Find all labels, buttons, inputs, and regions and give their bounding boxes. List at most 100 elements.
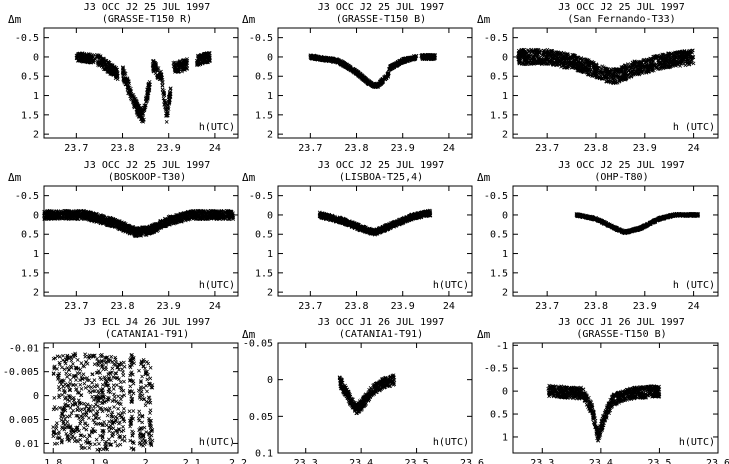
- x-axis-label: h (UTC): [673, 122, 715, 133]
- data-point-marker: [168, 91, 173, 96]
- x-tick-label: 23.7: [535, 143, 559, 154]
- chart-subtitle: (GRASSE-T150 R): [102, 14, 192, 25]
- x-axis-label: h(UTC): [199, 280, 235, 291]
- data-point-marker: [113, 72, 118, 77]
- y-tick-label: 0.5: [490, 72, 508, 83]
- chart-title: J3 OCC J2 25 JUL 1997: [84, 2, 210, 13]
- chart-title: J3 OCC J2 25 JUL 1997: [318, 2, 444, 13]
- data-point-marker: [89, 59, 94, 64]
- data-points: [42, 208, 236, 239]
- y-axis-label: Δm: [477, 13, 491, 26]
- x-tick-label: 23.9: [157, 143, 181, 154]
- x-tick-label: 23.7: [64, 301, 88, 312]
- data-point-marker: [145, 93, 150, 98]
- data-point-marker: [167, 98, 172, 102]
- data-point-marker: [105, 67, 110, 71]
- data-points: [516, 47, 696, 86]
- data-point-marker: [126, 79, 131, 84]
- y-axis-label: Δm: [242, 13, 256, 26]
- data-point-marker: [161, 96, 166, 101]
- data-point-marker: [162, 93, 167, 98]
- data-point-marker: [123, 79, 128, 83]
- data-point-marker: [79, 57, 83, 62]
- data-point-marker: [158, 72, 163, 77]
- data-point-marker: [115, 67, 119, 72]
- y-tick-label: 2: [502, 130, 508, 141]
- data-point-marker: [115, 77, 120, 82]
- data-point-marker: [168, 86, 173, 91]
- x-tick-label: 24: [209, 301, 221, 312]
- data-point-marker: [132, 104, 136, 109]
- chart-subtitle: (San Fernando-T33): [567, 14, 675, 25]
- data-point-marker: [152, 66, 157, 71]
- data-point-marker: [153, 61, 157, 65]
- data-point-marker: [154, 64, 158, 68]
- x-tick-label: 23.8: [110, 301, 134, 312]
- data-point-marker: [139, 105, 143, 110]
- chart-subtitle: (BOSKOOP-T30): [108, 172, 186, 183]
- x-tick-label: 24: [209, 143, 221, 154]
- data-point-marker: [120, 71, 125, 76]
- y-tick-label: 1.5: [255, 110, 273, 121]
- y-tick-label: 1: [33, 249, 39, 260]
- y-tick-label: 0.5: [255, 72, 273, 83]
- data-point-marker: [105, 70, 110, 74]
- x-tick-label: 24: [688, 143, 700, 154]
- data-point-marker: [101, 65, 105, 70]
- data-point-marker: [162, 98, 167, 103]
- data-point-marker: [134, 100, 138, 105]
- data-point-marker: [179, 66, 183, 71]
- data-point-marker: [164, 120, 169, 124]
- x-axis-label: h(UTC): [199, 122, 235, 133]
- y-tick-label: 0: [267, 52, 273, 63]
- data-point-marker: [102, 60, 107, 64]
- x-tick-label: 23.8: [584, 143, 608, 154]
- data-point-marker: [185, 57, 189, 61]
- data-point-marker: [125, 87, 130, 92]
- data-point-marker: [142, 103, 147, 108]
- data-point-marker: [101, 62, 105, 67]
- data-point-marker: [121, 66, 125, 71]
- y-tick-label: 2: [267, 130, 273, 141]
- y-tick-label: 2: [33, 130, 39, 141]
- data-point-marker: [184, 60, 188, 65]
- x-tick-label: 23.9: [157, 301, 181, 312]
- x-tick-label: 23.8: [344, 143, 368, 154]
- data-point-marker: [150, 59, 155, 64]
- data-point-marker: [121, 65, 125, 70]
- y-tick-label: -0.5: [249, 33, 273, 44]
- data-point-marker: [135, 108, 139, 113]
- y-tick-label: 1: [502, 91, 508, 102]
- y-tick-label: 1: [33, 91, 39, 102]
- data-points: [317, 208, 433, 237]
- data-points: [308, 52, 437, 90]
- data-point-marker: [89, 56, 94, 60]
- data-point-marker: [153, 66, 158, 71]
- data-point-marker: [167, 101, 171, 106]
- data-point-marker: [151, 69, 156, 74]
- data-point-marker: [137, 112, 141, 117]
- data-point-marker: [138, 114, 143, 119]
- data-point-marker: [180, 59, 185, 63]
- data-point-marker: [146, 82, 151, 87]
- y-tick-label: 1: [267, 91, 273, 102]
- data-point-marker: [126, 91, 131, 95]
- data-point-marker: [600, 64, 605, 69]
- data-point-marker: [131, 100, 135, 105]
- data-point-marker: [109, 70, 114, 75]
- data-point-marker: [129, 93, 134, 98]
- data-point-marker: [133, 97, 138, 101]
- y-tick-label: 0: [33, 52, 39, 63]
- y-tick-label: 0: [502, 52, 508, 63]
- data-point-marker: [74, 56, 79, 61]
- data-point-marker: [140, 119, 145, 124]
- chart-title: J3 OCC J2 25 JUL 1997: [558, 2, 684, 13]
- data-point-marker: [160, 80, 164, 85]
- data-point-marker: [146, 86, 151, 90]
- data-point-marker: [98, 61, 103, 66]
- data-point-marker: [88, 54, 93, 58]
